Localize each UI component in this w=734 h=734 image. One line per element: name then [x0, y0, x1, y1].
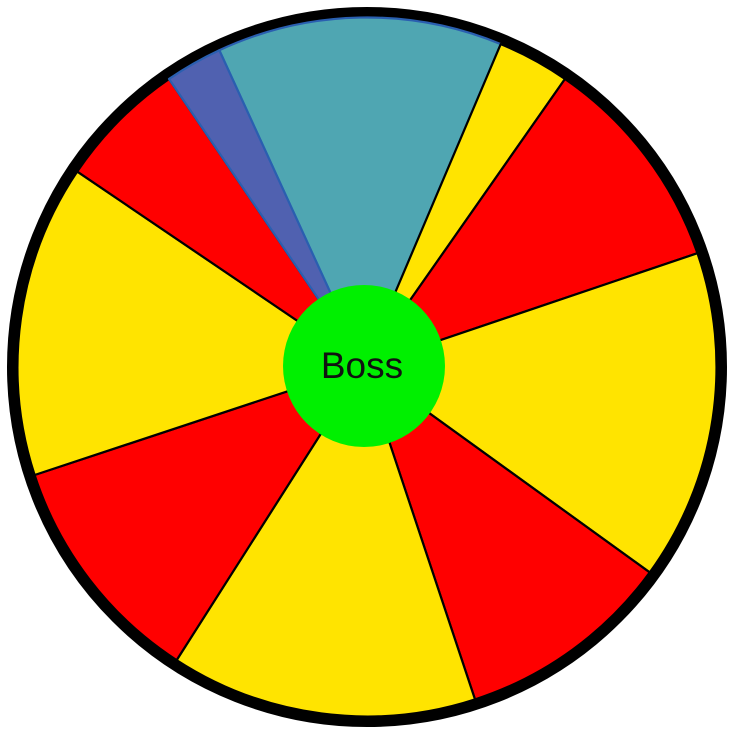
wheel-segment-blue	[167, 49, 366, 368]
wheel-segment-yellow	[16, 170, 366, 477]
boss-label: Boss	[321, 345, 403, 386]
wheel-segment-red	[362, 77, 699, 368]
wheel-segment-red	[33, 364, 366, 662]
wheel-segment-red	[362, 364, 651, 701]
wheel-segment-yellow	[362, 252, 718, 574]
wheel-segments	[16, 16, 718, 718]
wheel-segment-red	[76, 77, 366, 368]
wheel-segment-yellow	[175, 364, 477, 718]
boss-hub[interactable]	[283, 285, 445, 447]
wheel-segment-teal	[218, 16, 502, 368]
